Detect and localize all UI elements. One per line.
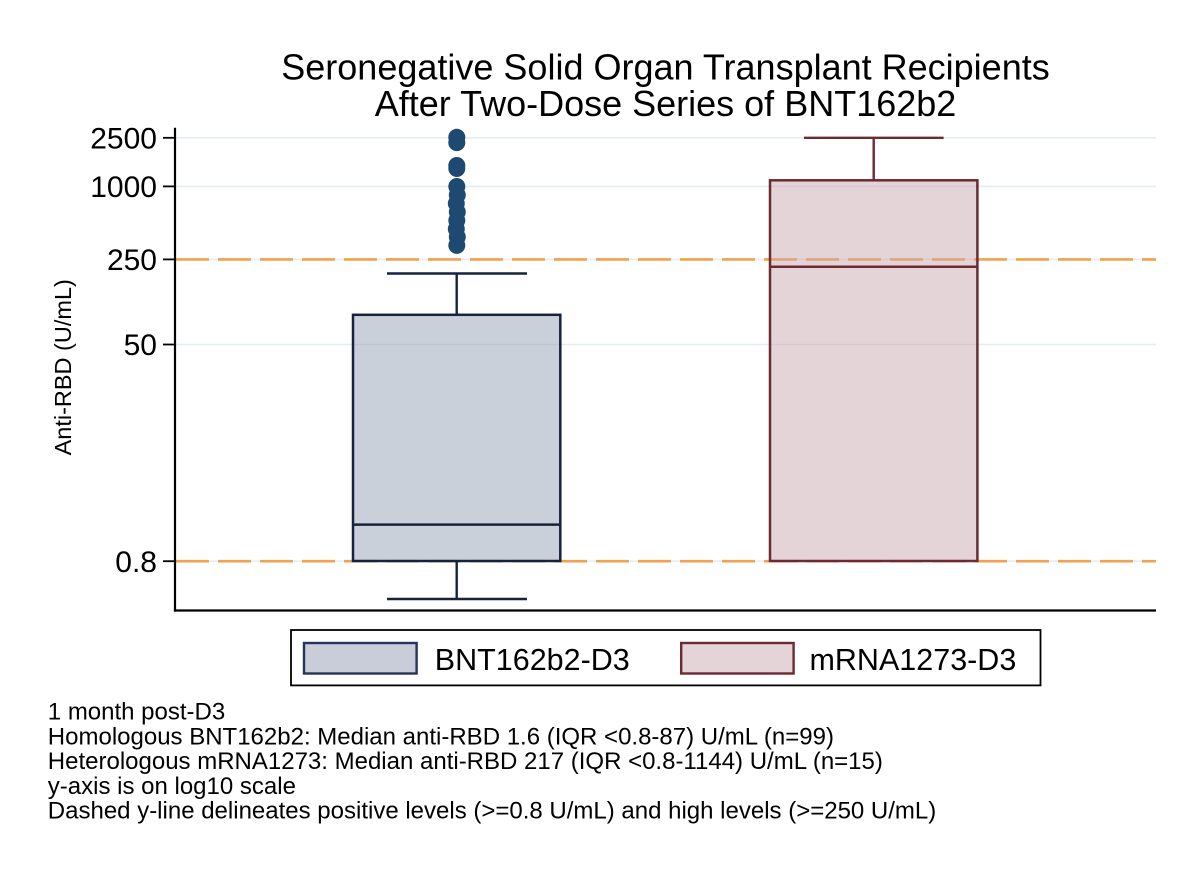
svg-text:2500: 2500	[90, 123, 157, 156]
svg-text:50: 50	[124, 329, 157, 362]
svg-text:0.8: 0.8	[115, 546, 157, 579]
svg-text:Anti-RBD (U/mL): Anti-RBD (U/mL)	[50, 279, 76, 455]
svg-text:mRNA1273-D3: mRNA1273-D3	[810, 643, 1017, 677]
svg-text:1000: 1000	[90, 171, 157, 204]
svg-text:Dashed y-line delineates posit: Dashed y-line delineates positive levels…	[48, 798, 936, 825]
svg-text:BNT162b2-D3: BNT162b2-D3	[435, 643, 630, 677]
svg-text:Homologous BNT162b2: Median an: Homologous BNT162b2: Median anti-RBD 1.6…	[48, 723, 834, 750]
svg-text:y-axis is on log10 scale: y-axis is on log10 scale	[48, 773, 296, 800]
svg-text:After Two-Dose Series of BNT16: After Two-Dose Series of BNT162b2	[375, 83, 957, 124]
svg-text:Heterologous mRNA1273: Median: Heterologous mRNA1273: Median anti-RBD 2…	[48, 748, 883, 775]
svg-text:250: 250	[107, 244, 157, 277]
svg-text:1 month post-D3: 1 month post-D3	[48, 699, 225, 726]
svg-text:Seronegative Solid Organ Trans: Seronegative Solid Organ Transplant Reci…	[281, 46, 1049, 87]
